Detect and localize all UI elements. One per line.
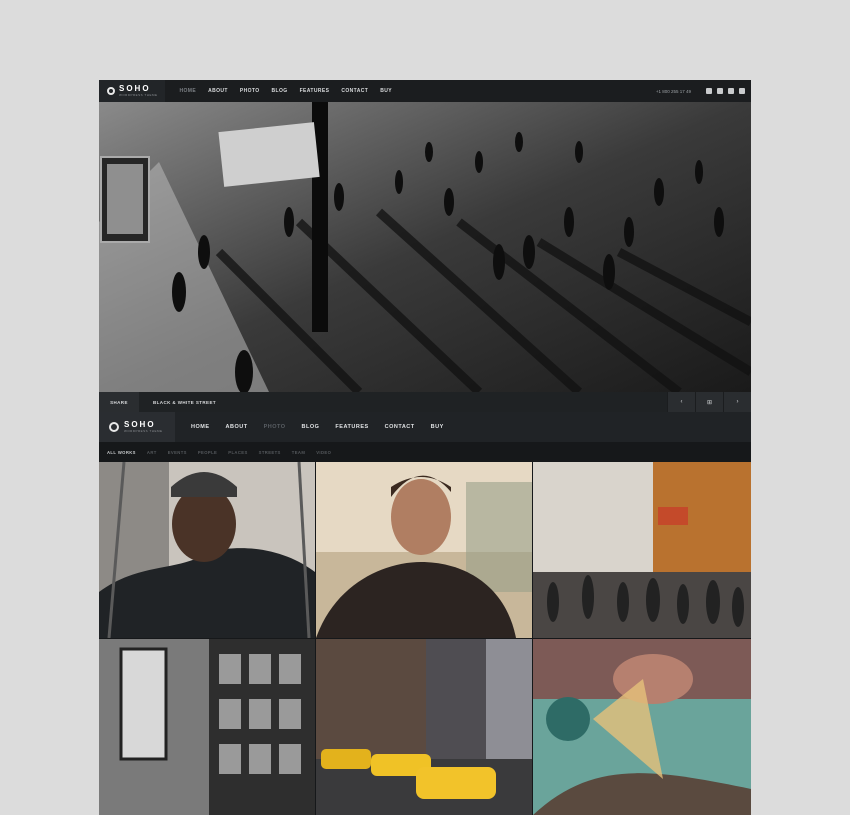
filter-art[interactable]: ART bbox=[146, 449, 157, 455]
slide-caption: BLACK & WHITE STREET bbox=[153, 399, 216, 405]
phone-number: +1 800 255 17 49 bbox=[655, 88, 691, 94]
top-nav-features[interactable]: FEATURES bbox=[299, 88, 330, 94]
logo-icon bbox=[107, 87, 115, 95]
main-navbar: SOHO WORDPRESS THEME HOME ABOUT PHOTO BL… bbox=[99, 412, 751, 442]
top-nav-about[interactable]: ABOUT bbox=[208, 88, 228, 94]
portfolio-item[interactable] bbox=[533, 639, 751, 815]
top-header: SOHO WORDPRESS THEME HOME ABOUT PHOTO BL… bbox=[99, 80, 751, 102]
logo-tagline: WORDPRESS THEME bbox=[124, 429, 163, 433]
share-button[interactable]: SHARE bbox=[99, 392, 139, 412]
grid-view-button[interactable]: ⊞ bbox=[695, 392, 723, 412]
logo-name: SOHO bbox=[119, 84, 151, 93]
top-nav-contact[interactable]: CONTACT bbox=[341, 88, 369, 94]
portfolio-item[interactable] bbox=[533, 462, 751, 638]
filter-all-works[interactable]: ALL WORKS bbox=[107, 449, 136, 455]
top-nav-home[interactable]: HOME bbox=[179, 88, 197, 94]
top-nav-photo[interactable]: PHOTO bbox=[239, 88, 260, 94]
portfolio-item[interactable] bbox=[316, 462, 532, 638]
main-nav-photo[interactable]: PHOTO bbox=[263, 424, 286, 430]
portfolio-item[interactable] bbox=[99, 462, 315, 638]
portrait-hoodie-photo bbox=[316, 462, 532, 638]
street-art-photo bbox=[533, 639, 751, 815]
filter-team[interactable]: TEAM bbox=[291, 449, 306, 455]
main-logo[interactable]: SOHO WORDPRESS THEME bbox=[99, 412, 175, 442]
main-nav-blog[interactable]: BLOG bbox=[301, 424, 320, 430]
website-frame: SOHO WORDPRESS THEME HOME ABOUT PHOTO BL… bbox=[99, 80, 751, 815]
top-nav: HOME ABOUT PHOTO BLOG FEATURES CONTACT B… bbox=[173, 88, 398, 94]
portfolio-filter-bar: ALL WORKS ART EVENTS PEOPLE PLACES STREE… bbox=[99, 442, 751, 462]
street-photo bbox=[99, 102, 751, 392]
filter-streets[interactable]: STREETS bbox=[258, 449, 281, 455]
main-nav: HOME ABOUT PHOTO BLOG FEATURES CONTACT B… bbox=[183, 424, 452, 430]
logo-icon bbox=[109, 422, 119, 432]
filter-people[interactable]: PEOPLE bbox=[197, 449, 218, 455]
vimeo-icon[interactable] bbox=[739, 88, 745, 94]
slider-caption-bar: SHARE BLACK & WHITE STREET ‹ ⊞ › bbox=[99, 392, 751, 412]
instagram-icon[interactable] bbox=[728, 88, 734, 94]
logo-tagline: WORDPRESS THEME bbox=[119, 93, 158, 97]
main-nav-home[interactable]: HOME bbox=[191, 424, 210, 430]
building-bw-photo bbox=[99, 639, 315, 815]
top-nav-blog[interactable]: BLOG bbox=[271, 88, 288, 94]
city-crowd-photo bbox=[533, 462, 751, 638]
facebook-icon[interactable] bbox=[706, 88, 712, 94]
top-nav-buy[interactable]: BUY bbox=[380, 88, 393, 94]
portfolio-grid bbox=[99, 462, 751, 815]
filter-events[interactable]: EVENTS bbox=[167, 449, 187, 455]
portrait-beanie-photo bbox=[99, 462, 315, 638]
main-nav-features[interactable]: FEATURES bbox=[335, 424, 369, 430]
logo-name: SOHO bbox=[124, 420, 156, 429]
next-slide-button[interactable]: › bbox=[723, 392, 751, 412]
twitter-icon[interactable] bbox=[717, 88, 723, 94]
portfolio-item[interactable] bbox=[99, 639, 315, 815]
main-nav-about[interactable]: ABOUT bbox=[225, 424, 248, 430]
main-nav-contact[interactable]: CONTACT bbox=[384, 424, 415, 430]
filter-video[interactable]: VIDEO bbox=[316, 449, 332, 455]
taxi-street-photo bbox=[316, 639, 532, 815]
hero-slider-image bbox=[99, 102, 751, 392]
main-nav-buy[interactable]: BUY bbox=[430, 424, 444, 430]
prev-slide-button[interactable]: ‹ bbox=[667, 392, 695, 412]
portfolio-item[interactable] bbox=[316, 639, 532, 815]
filter-places[interactable]: PLACES bbox=[228, 449, 248, 455]
top-logo[interactable]: SOHO WORDPRESS THEME bbox=[99, 80, 166, 102]
